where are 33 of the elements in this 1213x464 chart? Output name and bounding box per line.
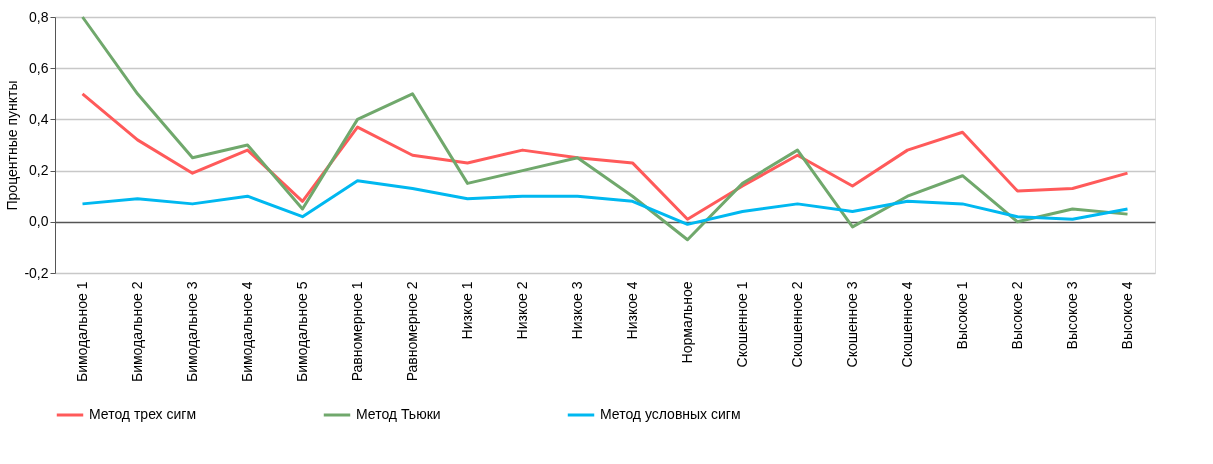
x-tick-label: Скошенное 4	[899, 281, 915, 368]
x-tick-label: Равномерное 1	[349, 281, 365, 382]
x-tick-label: Высокое 3	[1064, 281, 1080, 350]
line-series	[81, 15, 1129, 242]
x-tick-label: Низкое 3	[569, 281, 585, 340]
legend-label: Метод трех сигм	[89, 406, 197, 422]
line-series	[81, 179, 1129, 226]
x-tick-label: Нормальное	[679, 281, 695, 364]
x-tick-label: Бимодальное 2	[129, 281, 145, 383]
x-tick-label: Низкое 1	[459, 281, 475, 340]
x-tick-label: Равномерное 2	[404, 281, 420, 382]
y-axis-title: Процентные пункты	[4, 80, 21, 211]
y-tick-label: -0,2	[24, 264, 49, 281]
x-tick-label: Бимодальное 4	[239, 281, 255, 383]
legend-label: Метод Тьюки	[356, 406, 441, 422]
y-tick-label: 0,2	[29, 162, 49, 179]
x-tick-label: Скошенное 3	[844, 281, 860, 368]
legend-label: Метод условных сигм	[600, 406, 741, 422]
y-tick-label: 0,8	[29, 8, 49, 25]
x-tick-label: Высокое 4	[1119, 281, 1135, 350]
y-tick-label: 0,0	[29, 213, 49, 230]
x-tick-label: Бимодальное 5	[294, 281, 310, 383]
x-tick-label: Бимодальное 1	[74, 281, 90, 383]
x-tick-label: Скошенное 1	[734, 281, 750, 368]
x-tick-label: Высокое 1	[954, 281, 970, 350]
x-tick-label: Бимодальное 3	[184, 281, 200, 383]
x-tick-label: Скошенное 2	[789, 281, 805, 368]
y-tick-label: 0,4	[29, 110, 49, 127]
x-tick-label: Низкое 4	[624, 281, 640, 340]
y-tick-label: 0,6	[29, 59, 49, 76]
line-series	[81, 92, 1129, 221]
x-tick-label: Низкое 2	[514, 281, 530, 340]
x-tick-label: Высокое 2	[1009, 281, 1025, 350]
